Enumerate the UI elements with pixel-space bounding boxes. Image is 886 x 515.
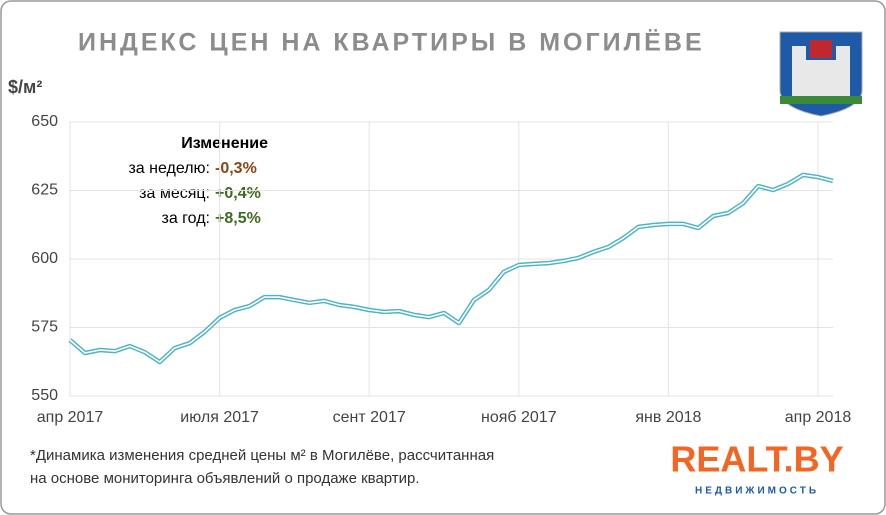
change-title: Изменение: [181, 135, 268, 152]
footnote: на основе мониторинга объявлений о прода…: [30, 470, 420, 487]
x-tick-label: янв 2018: [635, 409, 701, 426]
y-axis-label: $/м²: [8, 77, 42, 97]
y-tick-label: 550: [31, 387, 58, 404]
logo: REALT.BY: [670, 439, 843, 480]
coat-of-arms: [779, 31, 863, 117]
x-tick-label: нояб 2017: [481, 409, 557, 426]
y-tick-label: 600: [31, 250, 58, 267]
logo-tagline: НЕДВИЖИМОСТЬ: [695, 486, 819, 497]
x-tick-label: июля 2017: [180, 409, 259, 426]
change-label: за год:: [162, 210, 211, 227]
change-value: +0,4%: [215, 185, 261, 202]
x-tick-label: апр 2018: [785, 409, 852, 426]
series-line-inner: [69, 174, 834, 363]
x-tick-label: апр 2017: [37, 409, 104, 426]
change-value: +8,5%: [215, 210, 261, 227]
y-tick-label: 625: [31, 182, 58, 199]
change-label: за неделю:: [128, 160, 210, 177]
change-value: -0,3%: [215, 160, 257, 177]
chart-title: ИНДЕКС ЦЕН НА КВАРТИРЫ В МОГИЛЁВЕ: [78, 29, 705, 57]
y-tick-label: 650: [31, 113, 58, 130]
change-label: за месяц:: [139, 185, 210, 202]
x-tick-label: сент 2017: [333, 409, 406, 426]
y-tick-label: 575: [31, 319, 58, 336]
footnote: *Динамика изменения средней цены м² в Мо…: [30, 447, 494, 464]
